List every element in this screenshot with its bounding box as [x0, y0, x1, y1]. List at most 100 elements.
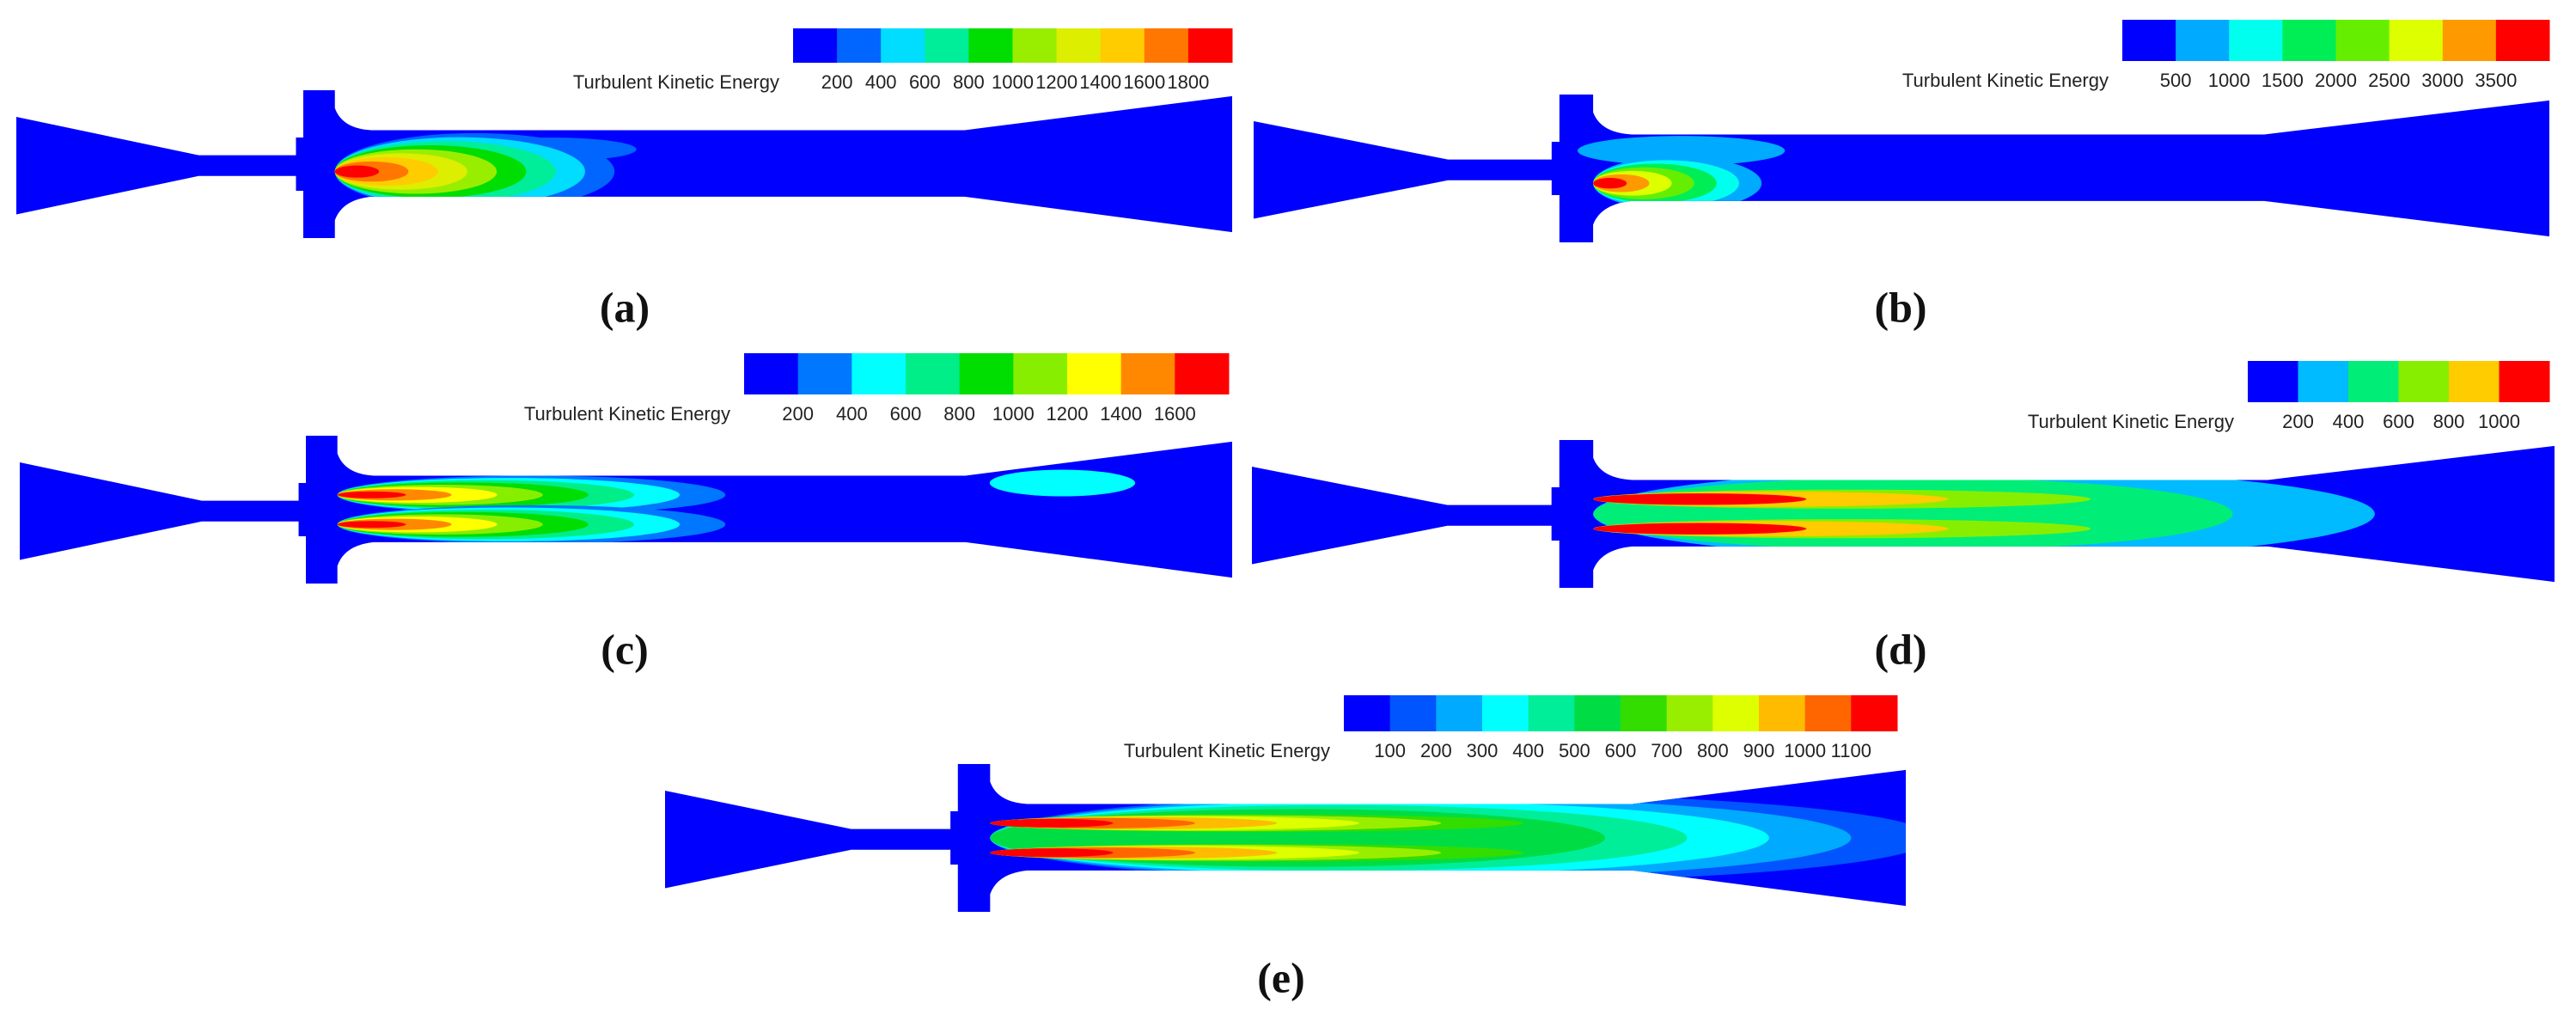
colorbar-swatch	[2398, 361, 2450, 402]
contour-level	[990, 848, 1114, 858]
colorbar-swatch	[1482, 695, 1529, 731]
colorbar-swatch	[1804, 695, 1852, 731]
contour-level	[334, 165, 380, 178]
colorbar-swatch	[1344, 695, 1391, 731]
colorbar-swatch	[1436, 695, 1483, 731]
contour-field	[1254, 95, 2549, 242]
colorbar-tick: 200	[2282, 411, 2314, 432]
colorbar-tick: 1000	[992, 71, 1034, 93]
contours	[334, 132, 637, 211]
colorbar-tick: 400	[836, 403, 868, 425]
colorbar-swatch	[1621, 695, 1668, 731]
nozzle-domain	[1254, 95, 2549, 242]
colorbar-swatch	[2449, 361, 2500, 402]
colorbar-tick: 1500	[2262, 70, 2304, 91]
contour-level	[1593, 477, 2233, 551]
colorbar-tick: 1000	[2208, 70, 2250, 91]
contour-field	[1252, 440, 2555, 588]
colorbar-swatch	[881, 28, 925, 63]
colorbar-tick: 1000	[992, 403, 1035, 425]
contours	[1593, 469, 2375, 559]
colorbar-title: Turbulent Kinetic Energy	[1124, 740, 1330, 761]
colorbar-tick: 600	[1605, 740, 1637, 761]
colorbar-tick: 800	[943, 403, 975, 425]
contour-level	[1593, 178, 1627, 189]
colorbar-swatch	[2248, 361, 2298, 402]
colorbar-swatch	[1013, 353, 1068, 394]
contour-level	[990, 818, 1114, 828]
colorbar-swatch	[1067, 353, 1122, 394]
colorbar-swatch	[1712, 695, 1760, 731]
colorbar-tick: 400	[865, 71, 897, 93]
colorbar-tick: 400	[1512, 740, 1544, 761]
colorbar-swatch	[793, 28, 838, 63]
contours	[1578, 136, 1785, 211]
colorbar-swatch	[2122, 20, 2176, 61]
colorbar-swatch	[1528, 695, 1575, 731]
colorbar-swatch	[1851, 695, 1898, 731]
contour-blob	[1578, 136, 1785, 166]
colorbar-swatch	[2298, 361, 2349, 402]
panel-label: (d)	[1874, 625, 1926, 673]
colorbar-tick: 600	[890, 403, 922, 425]
colorbar-tick: 3500	[2475, 70, 2517, 91]
colorbar-swatch	[1187, 28, 1233, 63]
panel-label: (e)	[1257, 953, 1305, 1001]
colorbar-swatch	[1120, 353, 1175, 394]
colorbar-tick: 2500	[2368, 70, 2410, 91]
colorbar-tick: 600	[2383, 411, 2414, 432]
colorbar-swatch	[744, 353, 799, 394]
colorbar-title: Turbulent Kinetic Energy	[573, 71, 779, 93]
contour-field	[16, 90, 1232, 238]
contour-level	[337, 491, 406, 498]
colorbar-tick: 800	[2433, 411, 2465, 432]
contour-level	[1593, 523, 1807, 535]
colorbar-swatch	[1666, 695, 1713, 731]
colorbar-tick: 500	[2160, 70, 2192, 91]
colorbar-swatch	[837, 28, 882, 63]
colorbar-swatch	[2389, 20, 2444, 61]
colorbar-swatch	[2282, 20, 2336, 61]
colorbar-title: Turbulent Kinetic Energy	[2028, 411, 2234, 432]
colorbar-tick: 500	[1559, 740, 1590, 761]
colorbar-tick: 400	[2333, 411, 2365, 432]
colorbar-swatch	[852, 353, 906, 394]
panel-label: (a)	[600, 283, 650, 331]
colorbar-tick: 200	[782, 403, 814, 425]
contour-field	[20, 436, 1232, 584]
colorbar-tick: 1000	[1784, 740, 1826, 761]
colorbar-tick: 1400	[1100, 403, 1142, 425]
colorbar-swatch	[906, 353, 961, 394]
colorbar-swatch	[925, 28, 969, 63]
contour-field	[665, 764, 1907, 912]
colorbar-swatch	[2499, 361, 2550, 402]
colorbar-tick: 300	[1467, 740, 1499, 761]
colorbar-swatch	[797, 353, 852, 394]
colorbar-tick: 100	[1374, 740, 1406, 761]
colorbar-swatch	[2495, 20, 2550, 61]
colorbar-swatch	[1056, 28, 1102, 63]
colorbar-tick: 200	[821, 71, 853, 93]
panel-label: (c)	[601, 625, 649, 673]
colorbar-tick: 1100	[1831, 740, 1871, 761]
colorbar-tick: 1600	[1154, 403, 1196, 425]
colorbar-tick: 800	[1697, 740, 1729, 761]
colorbar-tick: 700	[1651, 740, 1682, 761]
colorbar-swatch	[1175, 353, 1230, 394]
colorbar-tick: 600	[909, 71, 941, 93]
colorbar-tick: 800	[953, 71, 985, 93]
colorbar-swatch	[1389, 695, 1437, 731]
colorbar-swatch	[1574, 695, 1621, 731]
colorbar-tick: 1600	[1123, 71, 1165, 93]
colorbar-tick: 1000	[2478, 411, 2520, 432]
colorbar-tick: 1800	[1167, 71, 1209, 93]
colorbar-swatch	[1759, 695, 1806, 731]
colorbar-tick: 1200	[1047, 403, 1089, 425]
colorbar-swatch	[1144, 28, 1189, 63]
colorbar-tick: 900	[1743, 740, 1775, 761]
colorbar-tick: 200	[1420, 740, 1452, 761]
colorbar-tick: 2000	[2315, 70, 2357, 91]
colorbar-swatch	[2335, 20, 2390, 61]
colorbar-tick: 1200	[1035, 71, 1077, 93]
